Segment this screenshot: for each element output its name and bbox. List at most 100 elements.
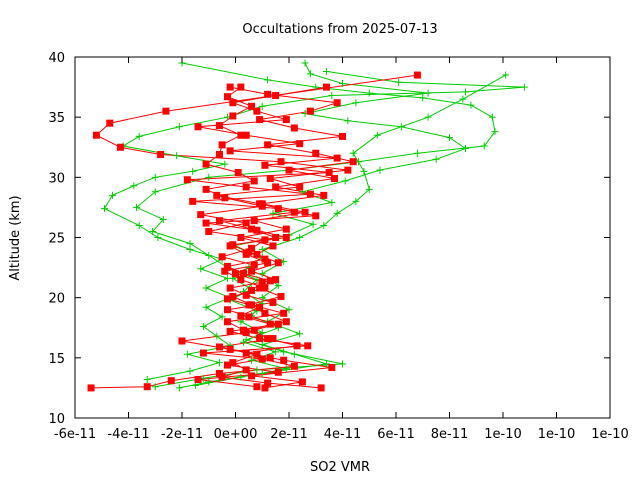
profile-red-3-point [280, 356, 288, 364]
profile-red-1-point [221, 267, 229, 275]
profile-red-2-point [245, 313, 253, 321]
profile-red-1-point [248, 225, 256, 233]
profile-green-3-point [191, 382, 199, 390]
profile-red-4-point [256, 303, 264, 311]
profile-green-2-point [205, 173, 213, 181]
profile-green-4-point [143, 375, 151, 383]
profile-green-4-point [322, 67, 330, 75]
profile-green-4-point [215, 359, 223, 367]
profile-red-4-point [197, 211, 205, 219]
profile-green-2-point [205, 252, 213, 260]
profile-red-1-point [92, 131, 100, 139]
profile-red-1-point [261, 284, 269, 292]
profile-green-2-point [264, 76, 272, 84]
profile-red-2-point [261, 255, 269, 263]
profile-green-1-point [360, 167, 368, 175]
profile-green-3-point [424, 89, 432, 97]
y-tick-label: 40 [48, 51, 65, 66]
profile-red-1-point [162, 107, 170, 115]
profile-red-2-point [202, 219, 210, 227]
profile-green-4-point [175, 123, 183, 131]
profile-red-1-point [269, 335, 277, 343]
profile-green-4-point [221, 160, 229, 168]
profile-red-4-point [261, 236, 269, 244]
y-axis-label: Altitude (km) [8, 195, 23, 280]
profile-red-2-point [282, 234, 290, 241]
profile-red-4-point [253, 383, 261, 391]
profile-green-1-point [352, 197, 360, 205]
profile-green-3-point [240, 338, 248, 346]
profile-red-3-point [320, 191, 328, 199]
profile-red-4-point [178, 337, 186, 345]
profile-red-3-point [269, 242, 277, 250]
profile-red-3-point [312, 149, 320, 157]
profile-red-3-point [248, 372, 256, 380]
profile-red-2-point [325, 169, 333, 177]
profile-green-4-point [202, 303, 210, 311]
profile-green-3-point [272, 348, 280, 356]
profile-red-4-point [194, 375, 202, 383]
profile-red-1-point [229, 359, 237, 367]
x-tick-label: -2e-11 [161, 427, 203, 442]
profile-green-1-line [179, 74, 506, 389]
profile-green-2-point [365, 89, 373, 97]
profile-red-2-point [253, 226, 261, 234]
profile-red-4-point [226, 345, 234, 353]
profile-red-1-point [242, 366, 250, 374]
profile-red-1-point [218, 373, 226, 381]
profile-green-1-point [205, 378, 213, 386]
profile-green-4-point [108, 191, 116, 199]
profile-red-1-point [116, 143, 124, 151]
profile-red-2-point [269, 298, 277, 306]
profile-red-3-point [282, 318, 290, 326]
profile-red-3-point [264, 335, 272, 343]
profile-red-4-point [266, 354, 274, 362]
profile-red-4-point [258, 202, 266, 210]
profile-red-4-point [215, 122, 223, 130]
marker-layer [87, 59, 528, 392]
profile-red-3-point [293, 342, 301, 350]
profile-red-1-point [264, 259, 272, 267]
profile-green-2-point [413, 149, 421, 157]
profile-green-3-point [352, 99, 360, 107]
profile-green-3-point [328, 199, 336, 207]
profile-red-2-point [87, 384, 95, 392]
profile-red-3-point [306, 107, 314, 115]
profile-green-1-point [365, 185, 373, 193]
profile-green-3-point [339, 79, 346, 87]
profile-red-3-point [242, 349, 250, 357]
x-tick-label: 4e-11 [324, 427, 362, 442]
profile-green-1-point [424, 113, 432, 121]
x-tick-label: 0e+00 [214, 427, 258, 442]
profile-green-4-line [103, 70, 525, 380]
profile-green-4-point [328, 92, 336, 100]
x-tick-label: 2e-11 [270, 427, 308, 442]
profile-green-1-point [373, 131, 381, 139]
profile-red-2-point [306, 190, 314, 198]
profile-red-2-point [322, 83, 330, 91]
profile-green-2-point [151, 383, 159, 391]
profile-green-2-point [280, 348, 288, 356]
profile-red-2-point [242, 291, 250, 299]
profile-green-4-point [189, 167, 197, 175]
profile-green-3-point [309, 220, 317, 228]
profile-red-2-point [189, 197, 197, 205]
profile-green-1-point [349, 149, 357, 157]
profile-green-2-point [480, 142, 488, 150]
x-axis-label: SO2 VMR [310, 460, 370, 475]
profile-red-2-point [282, 116, 290, 124]
profile-red-4-point [237, 83, 245, 91]
plot-area [87, 59, 528, 392]
profile-green-3-line [195, 62, 467, 386]
profile-red-2-point [242, 183, 250, 191]
profile-red-3-point [330, 175, 338, 183]
profile-red-2-point [253, 107, 261, 115]
profile-green-1-point [459, 95, 467, 103]
profile-green-4-point [520, 83, 528, 91]
profile-red-3-point [253, 250, 261, 258]
profile-red-1-point [317, 384, 325, 392]
profile-red-4-point [218, 253, 226, 261]
profile-green-1-point [175, 384, 183, 392]
y-axis: 10 15 20 25 30 35 40 [48, 51, 610, 427]
profile-red-1-point [264, 379, 272, 387]
